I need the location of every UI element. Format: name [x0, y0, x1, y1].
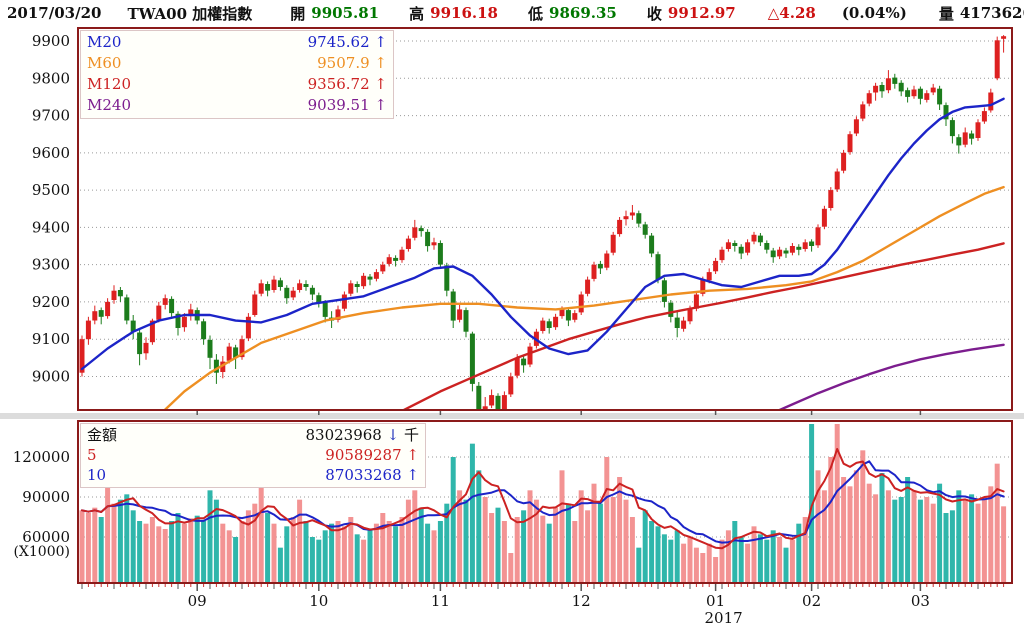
vol-ma5-value: 90589287 — [325, 446, 402, 464]
ma240-label: M240 — [87, 96, 131, 114]
svg-text:90000: 90000 — [22, 488, 70, 506]
svg-text:9600: 9600 — [32, 144, 70, 162]
ma20-row: M20 9745.62 ↑ — [87, 32, 387, 53]
svg-text:(X1000): (X1000) — [13, 544, 70, 560]
vol-ma10-label: 10 — [87, 466, 107, 484]
svg-text:9900: 9900 — [32, 32, 70, 50]
close-label: 收 — [646, 4, 662, 23]
ma240-value: 9039.51 — [307, 96, 370, 114]
turnover-label: 金額 — [87, 426, 118, 444]
open-value: 9905.81 — [311, 4, 380, 22]
vol-ma10-value: 87033268 — [325, 466, 402, 484]
svg-text:9000: 9000 — [32, 367, 70, 385]
svg-text:9700: 9700 — [32, 107, 70, 125]
vol-ma10-up-arrow-icon: ↑ — [406, 466, 419, 484]
low-label: 低 — [528, 4, 544, 23]
svg-text:9100: 9100 — [32, 330, 70, 348]
ma20-value: 9745.62 — [307, 33, 370, 51]
ma240-row: M240 9039.51 ↑ — [87, 95, 387, 116]
vol-ma5-label: 5 — [87, 446, 97, 464]
ma60-row: M60 9507.9 ↑ — [87, 53, 387, 74]
symbol-name: TWA00 加權指數 — [127, 4, 253, 23]
change-value: △4.28 — [767, 4, 816, 22]
volume-label: 量 — [938, 4, 954, 23]
svg-text:9200: 9200 — [32, 293, 70, 311]
turnover-legend: 金額 83023968 ↓ 千 5 90589287 ↑ 10 87033268… — [80, 423, 426, 488]
volume-value: 4173626 — [959, 4, 1024, 22]
ma120-up-arrow-icon: ↑ — [374, 75, 387, 93]
svg-text:9500: 9500 — [32, 181, 70, 199]
svg-text:60000: 60000 — [22, 528, 70, 546]
change-percent: (0.04%) — [841, 4, 907, 22]
ma60-label: M60 — [87, 54, 122, 72]
price-ma-legend: M20 9745.62 ↑ M60 9507.9 ↑ M120 9356.72 … — [80, 30, 394, 119]
ma60-up-arrow-icon: ↑ — [374, 54, 387, 72]
high-label: 高 — [409, 4, 425, 23]
open-label: 開 — [290, 4, 306, 23]
svg-text:9800: 9800 — [32, 69, 70, 87]
svg-text:2017: 2017 — [705, 609, 743, 627]
ma120-value: 9356.72 — [307, 75, 370, 93]
turnover-row: 金額 83023968 ↓ 千 — [87, 425, 419, 445]
vol-ma10-row: 10 87033268 ↑ — [87, 465, 419, 485]
svg-text:11: 11 — [431, 592, 450, 610]
svg-text:120000: 120000 — [13, 448, 70, 466]
quote-header: 2017/03/20 TWA00 加權指數 開 9905.81 高 9916.1… — [0, 0, 1024, 26]
close-value: 9912.97 — [667, 4, 736, 22]
ma240-up-arrow-icon: ↑ — [374, 96, 387, 114]
high-value: 9916.18 — [430, 4, 498, 22]
low-value: 9869.35 — [549, 4, 617, 22]
vol-ma5-up-arrow-icon: ↑ — [406, 446, 419, 464]
quote-date: 2017/03/20 — [7, 4, 102, 22]
svg-text:10: 10 — [309, 592, 328, 610]
ma120-label: M120 — [87, 75, 131, 93]
turnover-unit: 千 — [403, 426, 419, 444]
turnover-value: 83023968 — [305, 426, 382, 444]
svg-text:02: 02 — [802, 592, 821, 610]
ma20-label: M20 — [87, 33, 122, 51]
svg-text:12: 12 — [572, 592, 591, 610]
svg-text:09: 09 — [188, 592, 207, 610]
svg-text:9300: 9300 — [32, 256, 70, 274]
turnover-down-arrow-icon: ↓ — [386, 426, 400, 444]
ma20-up-arrow-icon: ↑ — [374, 33, 387, 51]
svg-text:03: 03 — [911, 592, 930, 610]
ma120-row: M120 9356.72 ↑ — [87, 74, 387, 95]
vol-ma5-row: 5 90589287 ↑ — [87, 445, 419, 465]
svg-text:01: 01 — [706, 592, 725, 610]
ma60-value: 9507.9 — [317, 54, 370, 72]
svg-text:9400: 9400 — [32, 218, 70, 236]
